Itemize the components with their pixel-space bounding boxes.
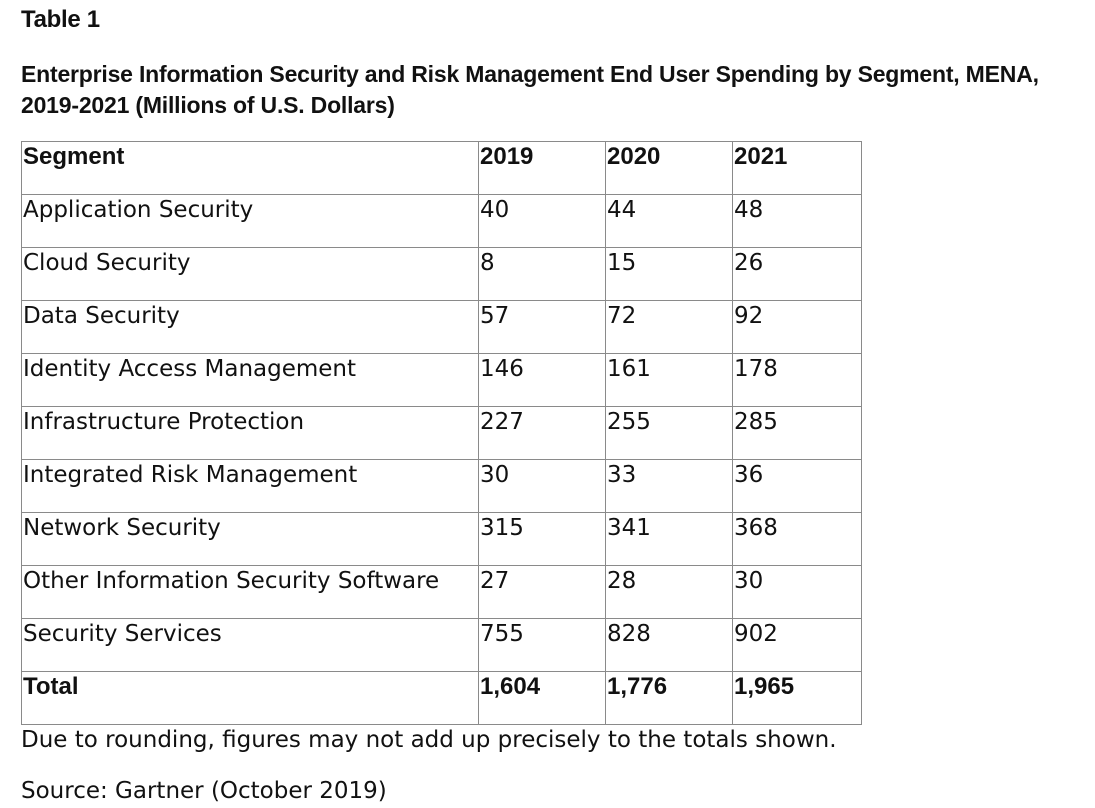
value-2021: 48 xyxy=(732,194,862,248)
table-row: Network Security 315 341 368 xyxy=(21,512,862,566)
value-2020: 161 xyxy=(605,353,733,407)
value-2020: 15 xyxy=(605,247,733,301)
segment-cell: Application Security xyxy=(21,194,479,248)
table-row: Application Security 40 44 48 xyxy=(21,194,862,248)
segment-cell: Integrated Risk Management xyxy=(21,459,479,513)
value-2020: 33 xyxy=(605,459,733,513)
segment-cell: Infrastructure Protection xyxy=(21,406,479,460)
value-2021: 26 xyxy=(732,247,862,301)
value-2019: 755 xyxy=(478,618,606,672)
value-2020: 341 xyxy=(605,512,733,566)
table-row: Security Services 755 828 902 xyxy=(21,618,862,672)
value-2021: 178 xyxy=(732,353,862,407)
value-2019: 315 xyxy=(478,512,606,566)
value-2019: 40 xyxy=(478,194,606,248)
value-2021: 285 xyxy=(732,406,862,460)
value-2020: 72 xyxy=(605,300,733,354)
header-2019: 2019 xyxy=(478,141,606,195)
value-2019: 8 xyxy=(478,247,606,301)
table-row: Identity Access Management 146 161 178 xyxy=(21,353,862,407)
segment-cell: Security Services xyxy=(21,618,479,672)
value-2020: 828 xyxy=(605,618,733,672)
value-2021: 368 xyxy=(732,512,862,566)
value-2020: 255 xyxy=(605,406,733,460)
value-2019: 146 xyxy=(478,353,606,407)
total-row: Total 1,604 1,776 1,965 xyxy=(21,671,862,725)
table-label: Table 1 xyxy=(21,6,100,33)
table-caption: Enterprise Information Security and Risk… xyxy=(21,61,1039,118)
header-row: Segment 2019 2020 2021 xyxy=(21,141,862,195)
segment-cell: Other Information Security Software xyxy=(21,565,479,619)
segment-cell: Identity Access Management xyxy=(21,353,479,407)
value-2020: 28 xyxy=(605,565,733,619)
header-2021: 2021 xyxy=(732,141,862,195)
segment-cell: Data Security xyxy=(21,300,479,354)
value-2021: 36 xyxy=(732,459,862,513)
value-2019: 227 xyxy=(478,406,606,460)
total-2019: 1,604 xyxy=(478,671,606,725)
total-2020: 1,776 xyxy=(605,671,733,725)
value-2019: 57 xyxy=(478,300,606,354)
value-2021: 30 xyxy=(732,565,862,619)
value-2019: 27 xyxy=(478,565,606,619)
header-2020: 2020 xyxy=(605,141,733,195)
value-2021: 902 xyxy=(732,618,862,672)
segment-cell: Network Security xyxy=(21,512,479,566)
total-label: Total xyxy=(21,671,479,725)
table-row: Data Security 57 72 92 xyxy=(21,300,862,354)
source-line: Source: Gartner (October 2019) xyxy=(21,778,387,804)
table-row: Infrastructure Protection 227 255 285 xyxy=(21,406,862,460)
value-2019: 30 xyxy=(478,459,606,513)
header-segment: Segment xyxy=(21,141,479,195)
rounding-note: Due to rounding, figures may not add up … xyxy=(21,727,837,753)
value-2020: 44 xyxy=(605,194,733,248)
table-row: Other Information Security Software 27 2… xyxy=(21,565,862,619)
segment-cell: Cloud Security xyxy=(21,247,479,301)
total-2021: 1,965 xyxy=(732,671,862,725)
table-row: Integrated Risk Management 30 33 36 xyxy=(21,459,862,513)
value-2021: 92 xyxy=(732,300,862,354)
spending-table: Segment 2019 2020 2021 Application Secur… xyxy=(21,141,862,725)
table-row: Cloud Security 8 15 26 xyxy=(21,247,862,301)
